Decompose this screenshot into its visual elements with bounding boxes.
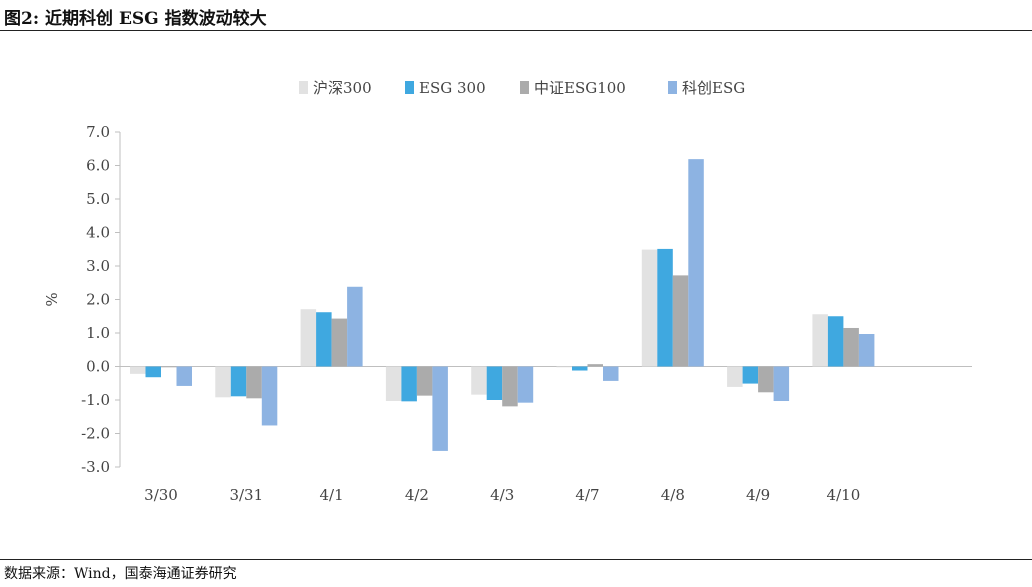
bar bbox=[471, 366, 487, 395]
x-tick-label: 4/3 bbox=[490, 486, 514, 504]
x-tick-label: 4/7 bbox=[575, 486, 599, 504]
bar bbox=[246, 366, 262, 399]
y-tick-label: -3.0 bbox=[81, 458, 110, 476]
bar bbox=[300, 309, 317, 367]
bar bbox=[672, 275, 689, 367]
source-note: 数据来源：Wind，国泰海通证券研究 bbox=[4, 566, 237, 582]
bar bbox=[641, 249, 658, 367]
bar bbox=[176, 366, 192, 386]
bar bbox=[385, 366, 402, 402]
x-tick-label: 4/2 bbox=[405, 486, 429, 504]
x-tick-label: 4/9 bbox=[746, 486, 770, 504]
bar bbox=[657, 248, 673, 367]
legend-label: ESG 300 bbox=[419, 79, 486, 97]
bar bbox=[416, 366, 433, 396]
bar bbox=[727, 366, 743, 387]
bar bbox=[827, 316, 844, 367]
x-tick-label: 4/1 bbox=[320, 486, 344, 504]
footer-rule bbox=[0, 559, 1032, 560]
bars bbox=[130, 159, 875, 451]
bar bbox=[572, 366, 588, 371]
bar bbox=[486, 366, 503, 400]
legend-swatch bbox=[405, 81, 414, 94]
y-tick-label: -2.0 bbox=[81, 425, 110, 443]
bar bbox=[742, 366, 759, 384]
y-tick-label: 4.0 bbox=[86, 224, 110, 242]
y-tick-label: 1.0 bbox=[86, 324, 110, 342]
bar-chart: 沪深300 ESG 300 中证ESG100 科创ESG 7.0 6.0 5.0 4.0 3.… bbox=[43, 79, 972, 504]
y-tick-label: 3.0 bbox=[86, 257, 110, 275]
bar bbox=[401, 366, 417, 402]
y-tick-label: -1.0 bbox=[81, 391, 110, 409]
bar bbox=[502, 366, 518, 407]
bar bbox=[331, 318, 348, 367]
bar bbox=[130, 366, 146, 374]
bar bbox=[230, 366, 247, 397]
figure-title: 图2: 近期科创 ESG 指数波动较大 bbox=[4, 9, 267, 29]
title-bar: 图2: 近期科创 ESG 指数波动较大 bbox=[0, 0, 1032, 31]
y-tick-label: 0.0 bbox=[86, 358, 110, 376]
bar bbox=[432, 366, 448, 451]
y-tick-label: 5.0 bbox=[86, 190, 110, 208]
bar bbox=[161, 366, 177, 368]
x-tick-label: 3/31 bbox=[229, 486, 263, 504]
bar bbox=[773, 366, 790, 402]
x-tick-label: 3/30 bbox=[144, 486, 178, 504]
bar bbox=[261, 366, 278, 426]
bar bbox=[587, 364, 603, 367]
bar bbox=[347, 286, 363, 367]
x-tick-label: 4/10 bbox=[827, 486, 861, 504]
legend-label: 沪深300 bbox=[313, 79, 372, 97]
legend-label: 科创ESG bbox=[682, 79, 745, 97]
bar bbox=[145, 366, 161, 378]
axes: 7.0 6.0 5.0 4.0 3.0 2.0 1.0 0.0 -1.0 -2.0 -3.0% 3/3… bbox=[43, 123, 972, 504]
bar bbox=[858, 334, 875, 367]
legend-swatch bbox=[520, 81, 529, 94]
bar bbox=[758, 366, 774, 393]
legend: 沪深300 ESG 300 中证ESG100 科创ESG bbox=[299, 79, 745, 97]
x-tick-label: 4/8 bbox=[661, 486, 685, 504]
legend-swatch bbox=[668, 81, 677, 94]
bar bbox=[556, 366, 572, 368]
bar bbox=[688, 159, 704, 367]
legend-label: 中证ESG100 bbox=[534, 79, 626, 97]
bar bbox=[843, 327, 859, 367]
bar bbox=[517, 366, 534, 403]
y-tick-label: 7.0 bbox=[86, 123, 110, 141]
y-tick-label: 2.0 bbox=[86, 291, 110, 309]
y-axis-label: % bbox=[43, 292, 61, 306]
bar bbox=[215, 366, 231, 398]
legend-swatch bbox=[299, 81, 308, 94]
bar bbox=[316, 312, 332, 367]
y-tick-label: 6.0 bbox=[86, 157, 110, 175]
bar bbox=[603, 366, 619, 381]
bar bbox=[812, 314, 828, 367]
